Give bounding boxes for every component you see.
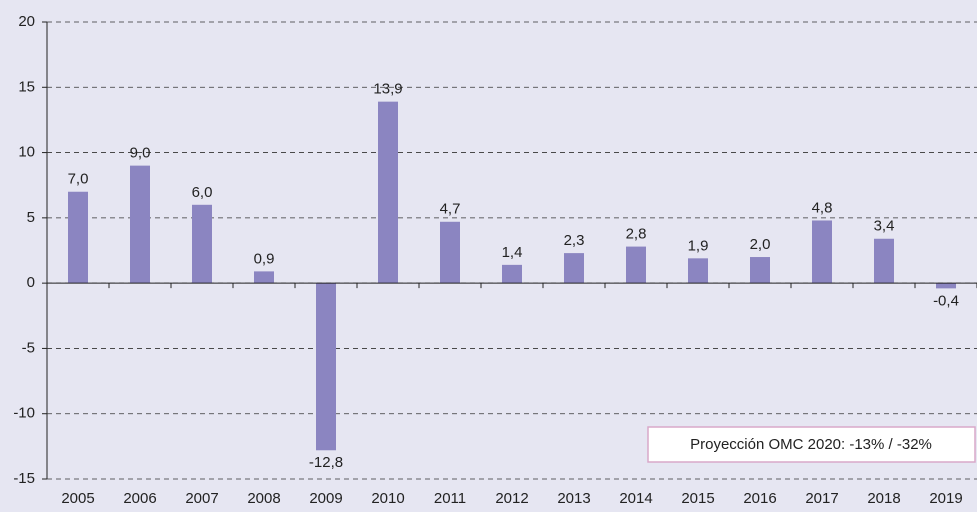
data-label: 9,0: [130, 145, 151, 162]
data-label: 13,9: [373, 81, 402, 98]
x-tick-label: 2015: [681, 490, 714, 507]
bar: [378, 101, 398, 284]
bar: [192, 204, 212, 284]
data-label: 4,7: [440, 201, 461, 218]
annotation-box: [647, 426, 976, 463]
bar: [68, 191, 88, 284]
x-tick-label: 2010: [371, 490, 404, 507]
x-tick-label: 2016: [743, 490, 776, 507]
y-tick-label: 20: [18, 13, 35, 30]
bar: [440, 221, 460, 284]
data-label: 2,8: [626, 226, 647, 243]
bar: [688, 258, 708, 284]
y-tick-label: 5: [27, 209, 35, 226]
data-label: 1,9: [688, 237, 709, 254]
y-tick-label: 15: [18, 78, 35, 95]
x-tick-label: 2007: [185, 490, 218, 507]
x-tick-label: 2019: [929, 490, 962, 507]
data-label: 6,0: [192, 184, 213, 201]
bar: [254, 271, 274, 284]
y-tick-label: 10: [18, 144, 35, 161]
bar: [316, 283, 336, 451]
y-tick-label: 0: [27, 274, 35, 291]
x-tick-label: 2011: [434, 490, 466, 507]
data-label: 7,0: [68, 171, 89, 188]
data-label: 2,3: [564, 232, 585, 249]
bar: [874, 238, 894, 284]
x-tick-label: 2006: [123, 490, 156, 507]
data-label: 0,9: [254, 250, 275, 267]
annotation: Proyección OMC 2020: -13% / -32%: [690, 436, 932, 453]
data-label: 1,4: [502, 244, 523, 261]
x-tick-label: 2008: [247, 490, 280, 507]
bar: [626, 246, 646, 284]
bar: [130, 165, 150, 284]
bar: [564, 253, 584, 284]
x-tick-label: 2012: [495, 490, 528, 507]
x-tick-label: 2014: [619, 490, 652, 507]
bar: [502, 264, 522, 284]
data-label: 2,0: [750, 236, 771, 253]
x-tick-label: 2005: [61, 490, 94, 507]
x-tick-label: 2013: [557, 490, 590, 507]
data-label: 3,4: [874, 218, 895, 235]
x-tick-label: 2018: [867, 490, 900, 507]
y-tick-label: -10: [13, 405, 35, 422]
data-label: 4,8: [812, 199, 833, 216]
x-tick-label: 2017: [805, 490, 838, 507]
bar: [936, 283, 956, 289]
bar: [750, 257, 770, 284]
bar: [812, 220, 832, 284]
x-tick-label: 2009: [309, 490, 342, 507]
y-tick-label: -5: [22, 339, 35, 356]
data-label: -12,8: [309, 454, 343, 471]
y-tick-label: -15: [13, 470, 35, 487]
data-label: -0,4: [933, 292, 959, 309]
